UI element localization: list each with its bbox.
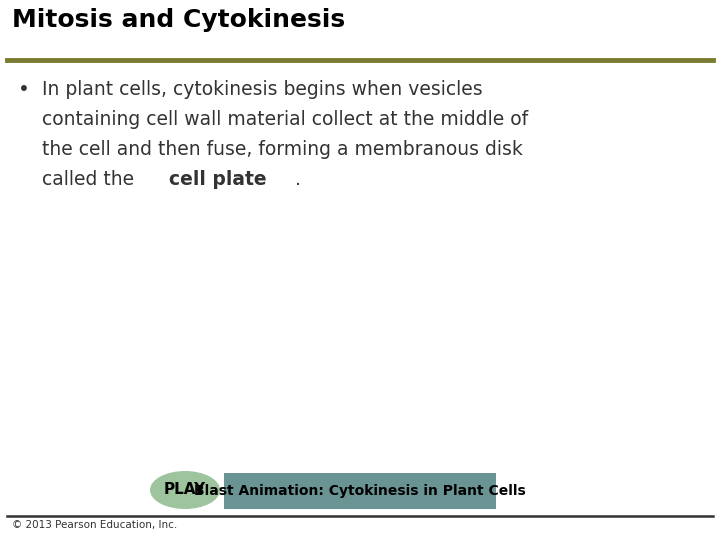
Text: In plant cells, cytokinesis begins when vesicles: In plant cells, cytokinesis begins when … (42, 80, 482, 99)
Text: © 2013 Pearson Education, Inc.: © 2013 Pearson Education, Inc. (12, 520, 177, 530)
Text: PLAY: PLAY (164, 483, 206, 497)
FancyBboxPatch shape (224, 473, 496, 509)
Text: the cell and then fuse, forming a membranous disk: the cell and then fuse, forming a membra… (42, 140, 523, 159)
Text: •: • (18, 80, 30, 99)
Text: Blast Animation: Cytokinesis in Plant Cells: Blast Animation: Cytokinesis in Plant Ce… (194, 484, 526, 498)
Text: Mitosis and Cytokinesis: Mitosis and Cytokinesis (12, 8, 345, 32)
Text: cell plate: cell plate (168, 170, 266, 189)
Text: .: . (294, 170, 300, 189)
Text: called the: called the (42, 170, 140, 189)
Text: containing cell wall material collect at the middle of: containing cell wall material collect at… (42, 110, 528, 129)
Ellipse shape (150, 471, 220, 509)
